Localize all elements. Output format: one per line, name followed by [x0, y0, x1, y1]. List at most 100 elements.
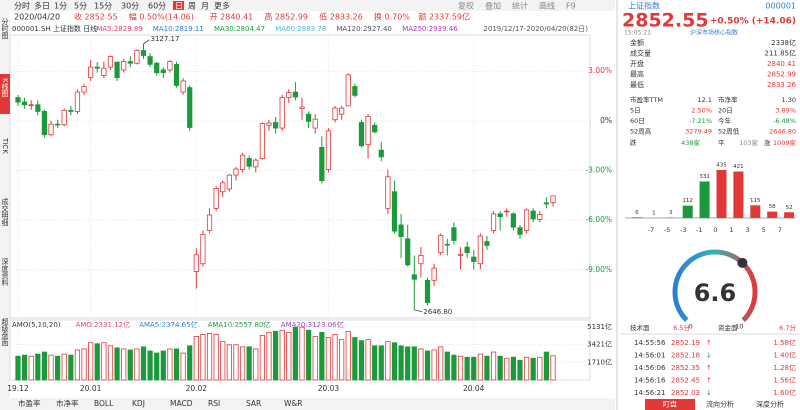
tool[interactable]: 复权 [458, 1, 474, 11]
candle-body [405, 238, 411, 266]
side-tab[interactable]: 超级盘面 [1, 317, 9, 347]
x-tick-label: 20.01 [80, 384, 102, 393]
volume-bar [385, 341, 391, 381]
distribution-bar [750, 205, 761, 218]
candle-body [61, 109, 67, 126]
volume-bar [206, 332, 213, 381]
tool[interactable]: 叠加 [485, 1, 501, 11]
tab[interactable]: 分时 [14, 1, 30, 11]
volume-bar [504, 357, 510, 381]
trade-price: 2852.45 [671, 377, 700, 385]
candle-body [220, 182, 226, 193]
volume-bar [101, 342, 107, 381]
volume-bar [319, 331, 325, 381]
indicator-tab[interactable]: 市净率 [56, 398, 79, 408]
tab[interactable]: 周 [188, 2, 196, 11]
score: 6.7分 [779, 323, 796, 332]
x-tick-label: 5 [762, 226, 766, 234]
side-tab[interactable]: 成交明细 [1, 197, 9, 227]
volume-bar [312, 336, 318, 381]
bar-value: 6 [635, 210, 639, 216]
bar-value: 115 [750, 198, 761, 204]
candle-body [147, 56, 153, 65]
bottom-tab[interactable]: 流向分析 [706, 400, 734, 409]
stat-label: 52周高 [630, 127, 652, 136]
tab[interactable]: 多日 [34, 1, 50, 11]
volume-bar [88, 342, 94, 381]
volume-bar [187, 345, 193, 381]
volume-bar [266, 331, 272, 381]
distribution-bar [682, 205, 693, 218]
side-tab[interactable]: K线图 [1, 78, 9, 98]
trade-dir: ↓ [706, 352, 712, 360]
bar-value: 331 [699, 174, 710, 180]
trade-price: 2852.18 [671, 352, 700, 360]
bottom-tab[interactable]: 深度分析 [756, 400, 784, 409]
indicator-tab[interactable]: W&R [284, 399, 302, 408]
volume-bar [121, 348, 127, 381]
side-tab[interactable]: 分时图 [1, 17, 9, 40]
gauge-knob [737, 257, 748, 268]
tab[interactable]: 日 [175, 2, 183, 11]
tab[interactable]: 5分 [74, 2, 87, 11]
indicator-tab[interactable]: SAR [246, 399, 261, 408]
indicator-tab[interactable]: KDJ [132, 399, 145, 408]
tab[interactable]: 15分 [94, 2, 112, 11]
candle-body [187, 87, 193, 128]
y-tick-label: 1710亿 [587, 357, 612, 366]
tool[interactable]: 统计 [512, 1, 528, 11]
ma-legend: MA120:2927.40 [336, 25, 392, 33]
volume-bar [517, 359, 523, 381]
tool[interactable]: 画线 [539, 1, 555, 11]
annotation-line [143, 39, 150, 45]
candle-body [266, 122, 272, 126]
volume-bar [352, 337, 358, 381]
score: 资金面 [718, 323, 738, 332]
volume-bar [246, 346, 252, 381]
volume-bar [391, 342, 398, 381]
stat-value: 2338亿 [771, 38, 796, 47]
tab[interactable]: 更多 [214, 1, 230, 11]
candle-body [411, 274, 417, 280]
trade-amount: 1.40亿 [773, 351, 796, 360]
indicator-tab[interactable]: MACD [170, 399, 193, 408]
candle-body [41, 111, 48, 136]
stat-label: 5日 [630, 107, 641, 115]
stat-label: 今年 [718, 116, 732, 125]
volume-bar [180, 352, 186, 381]
tab[interactable]: 月 [201, 2, 209, 11]
bar-value: 112 [682, 198, 693, 204]
volume-bar [226, 344, 232, 381]
x-tick-label: 3 [746, 226, 750, 234]
volume-legend: AMA10:2557.80亿 [208, 320, 271, 329]
tool[interactable]: F9 [566, 2, 576, 11]
candle-body [101, 67, 107, 76]
candle-body [325, 130, 332, 170]
bar-value: 58 [769, 204, 776, 210]
bar-value: 3 [669, 210, 673, 216]
volume-bar [523, 356, 530, 381]
candle-body [22, 101, 28, 106]
volume-bar [239, 346, 246, 381]
side-tab[interactable]: TICK [1, 137, 9, 154]
candle-body [160, 69, 166, 74]
candle-body [193, 254, 199, 272]
indicator-tab[interactable]: 市盈率 [18, 398, 41, 408]
volume-bar [411, 346, 417, 381]
bar-value: 421 [733, 164, 744, 170]
info-item: 换 0.70% [374, 12, 410, 22]
indicator-tab[interactable]: RSI [208, 399, 220, 408]
volume-bar [537, 356, 543, 381]
candle-body [418, 255, 424, 265]
volume-bar [543, 351, 549, 381]
tab[interactable]: 60分 [148, 2, 166, 11]
bottom-tab[interactable]: 盯盘 [663, 400, 677, 409]
tab[interactable]: 30分 [121, 2, 139, 11]
tab[interactable]: 1分 [54, 2, 67, 11]
volume-bar [167, 348, 173, 381]
side-tab[interactable]: 深度资料 [1, 257, 9, 287]
score: 6.5分 [673, 323, 690, 332]
indicator-tab[interactable]: BOLL [94, 399, 114, 408]
gauge-value: 6.6 [694, 279, 737, 307]
